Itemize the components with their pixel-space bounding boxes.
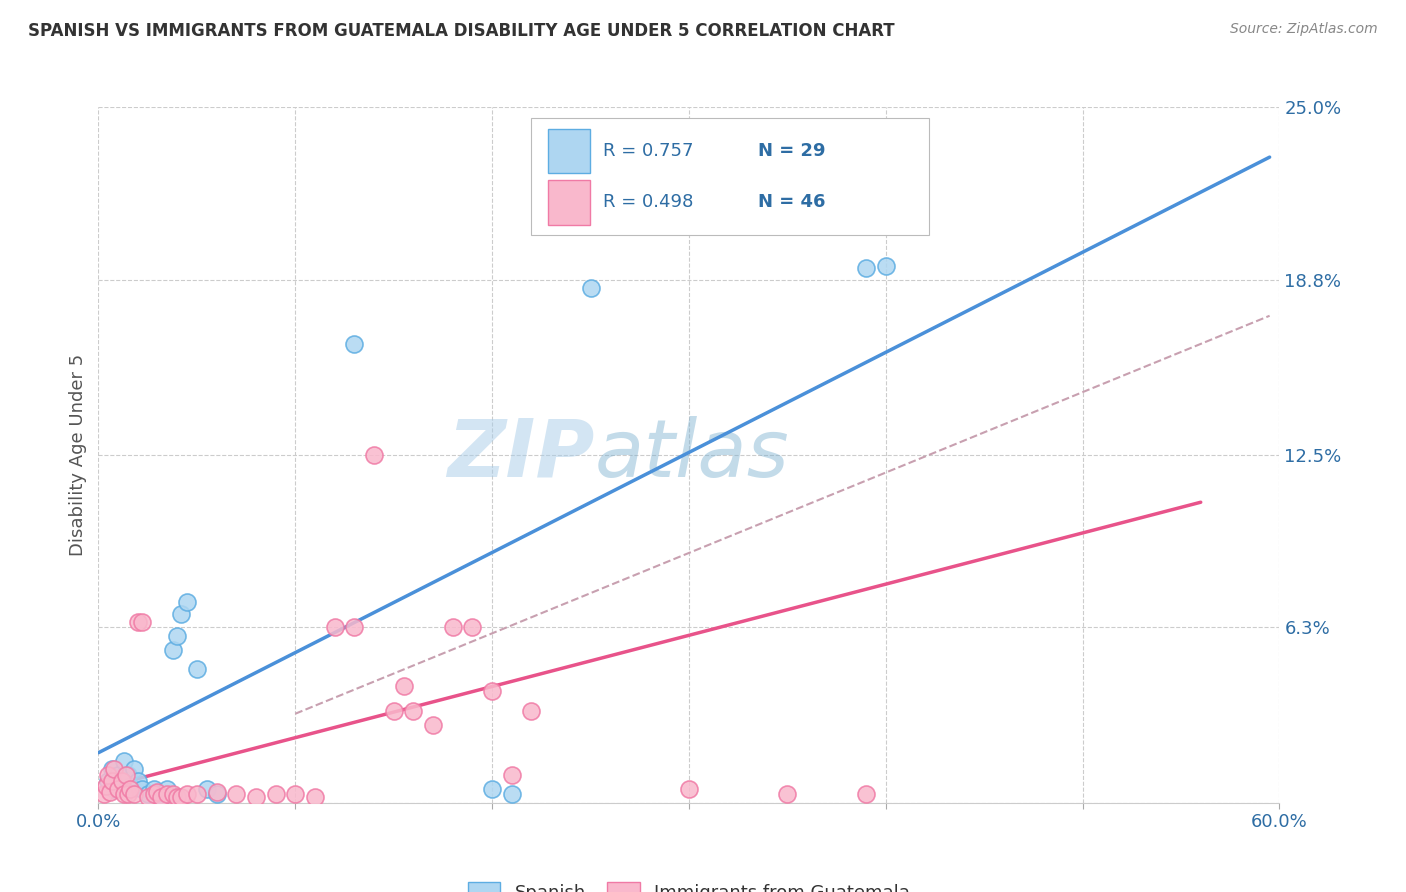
Point (461, 620, 484, 634)
Text: Source: ZipAtlas.com: Source: ZipAtlas.com (1230, 22, 1378, 37)
Point (186, 662, 208, 676)
Point (111, 773, 134, 788)
Point (98, 785, 121, 799)
Point (146, 785, 169, 799)
Point (402, 704, 425, 718)
Point (875, 259, 897, 273)
Point (118, 779, 141, 793)
Point (112, 788, 135, 802)
Point (162, 642, 184, 657)
Legend: Spanish, Immigrants from Guatemala: Spanish, Immigrants from Guatemala (460, 874, 918, 892)
Text: N = 46: N = 46 (758, 194, 825, 211)
Point (97, 773, 120, 788)
Point (117, 768, 139, 782)
Point (579, 281, 602, 295)
Text: atlas: atlas (595, 416, 789, 494)
Y-axis label: Disability Age Under 5: Disability Age Under 5 (69, 354, 87, 556)
Text: ZIP: ZIP (447, 416, 595, 494)
Point (136, 788, 159, 802)
Point (501, 768, 523, 782)
Point (520, 704, 543, 718)
Text: R = 0.757: R = 0.757 (603, 142, 693, 160)
Point (156, 781, 179, 796)
Point (166, 790, 188, 805)
Point (122, 763, 145, 777)
Point (117, 788, 139, 802)
Point (441, 620, 464, 634)
Point (146, 788, 169, 802)
Point (131, 781, 153, 796)
Point (343, 336, 366, 351)
Point (176, 788, 198, 802)
Point (131, 615, 153, 629)
Point (176, 595, 198, 609)
Point (678, 781, 700, 796)
Point (103, 763, 125, 777)
Point (284, 788, 307, 802)
Point (392, 679, 415, 693)
Point (501, 788, 523, 802)
Point (93, 788, 115, 802)
Point (122, 788, 145, 802)
Point (136, 790, 159, 805)
Point (481, 684, 503, 698)
Point (481, 781, 503, 796)
Point (142, 788, 165, 802)
Point (264, 788, 287, 802)
Point (855, 788, 877, 802)
Point (205, 785, 228, 799)
Point (150, 790, 173, 805)
Point (107, 781, 129, 796)
Point (195, 781, 218, 796)
Text: N = 29: N = 29 (758, 142, 825, 160)
Point (156, 788, 179, 802)
Point (776, 788, 799, 802)
Point (111, 773, 134, 788)
Point (382, 704, 405, 718)
Point (101, 763, 124, 777)
Point (112, 754, 135, 768)
Point (205, 788, 228, 802)
Point (225, 788, 247, 802)
Point (97, 768, 120, 782)
Point (127, 615, 149, 629)
Point (127, 773, 149, 788)
Point (304, 790, 326, 805)
Point (186, 788, 208, 802)
Point (107, 768, 129, 782)
Point (142, 781, 165, 796)
Point (323, 620, 346, 634)
Point (115, 768, 138, 782)
Point (150, 790, 173, 805)
Point (855, 261, 877, 276)
Point (363, 448, 385, 462)
Point (162, 788, 184, 802)
Point (118, 781, 141, 796)
Point (96, 779, 118, 793)
Point (245, 790, 267, 805)
Point (343, 620, 366, 634)
Point (170, 790, 193, 805)
Text: SPANISH VS IMMIGRANTS FROM GUATEMALA DISABILITY AGE UNDER 5 CORRELATION CHART: SPANISH VS IMMIGRANTS FROM GUATEMALA DIS… (28, 22, 894, 40)
Point (103, 781, 125, 796)
Text: R = 0.498: R = 0.498 (603, 194, 693, 211)
Point (101, 773, 124, 788)
Point (170, 607, 193, 621)
Point (422, 718, 444, 732)
Point (166, 629, 188, 643)
